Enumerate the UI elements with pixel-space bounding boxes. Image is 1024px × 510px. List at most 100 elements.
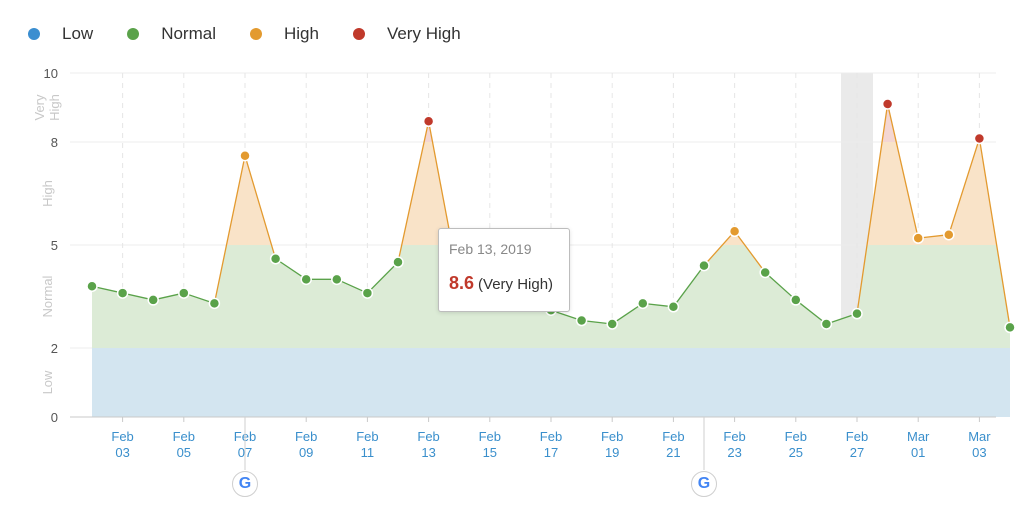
data-point xyxy=(1004,321,1016,334)
x-tick-label-day: 13 xyxy=(421,445,435,460)
data-point xyxy=(147,294,159,306)
x-tick-label-day: 15 xyxy=(483,445,497,460)
data-point xyxy=(698,259,710,272)
x-tick-label-month: Feb xyxy=(295,429,317,444)
legend-item-high[interactable]: High xyxy=(249,24,319,44)
data-point xyxy=(851,307,863,320)
series-line-segment xyxy=(764,271,797,301)
y-tick-label: 2 xyxy=(51,341,58,356)
data-point xyxy=(728,225,741,238)
x-tick-label-day: 27 xyxy=(850,445,864,460)
x-tick-label-day: 03 xyxy=(972,445,986,460)
series-line-segment xyxy=(734,230,766,273)
legend-item-very-high[interactable]: Very High xyxy=(352,24,461,44)
legend-label-low: Low xyxy=(62,24,94,43)
legend-dot-normal xyxy=(127,28,140,40)
data-point xyxy=(637,297,649,310)
band-label: Normal xyxy=(40,275,55,317)
data-point xyxy=(300,273,312,286)
tooltip-value: 8.6 xyxy=(449,273,475,293)
data-point xyxy=(575,314,588,327)
data-point xyxy=(881,98,894,110)
x-tick-label-month: Feb xyxy=(540,429,562,444)
data-point xyxy=(422,115,435,128)
area-band-low xyxy=(92,348,1010,417)
series-line-segment xyxy=(275,258,307,280)
data-point xyxy=(269,252,282,265)
legend-dot-high xyxy=(249,28,262,40)
data-point xyxy=(973,132,986,145)
legend-item-normal[interactable]: Normal xyxy=(127,24,216,44)
data-point xyxy=(790,294,802,306)
y-tick-label: 8 xyxy=(51,135,58,150)
y-tick-label: 5 xyxy=(51,238,58,253)
data-point xyxy=(86,280,98,292)
series-line-segment xyxy=(213,155,246,304)
band-label: Low xyxy=(40,370,55,394)
x-tick-label-month: Feb xyxy=(173,429,195,444)
x-tick-label-day: 21 xyxy=(666,445,680,460)
google-logo-icon: G xyxy=(238,475,252,492)
data-point xyxy=(820,318,833,330)
data-point xyxy=(331,273,343,286)
data-point xyxy=(392,256,404,268)
chart-tooltip: Feb 13, 2019 8.6 (Very High) xyxy=(438,228,570,312)
tooltip-date: Feb 13, 2019 xyxy=(449,241,532,257)
x-tick-label-month: Mar xyxy=(968,429,991,444)
data-point xyxy=(606,318,618,330)
series-line-segment xyxy=(795,299,827,325)
legend-label-very-high: Very High xyxy=(386,24,461,43)
data-point xyxy=(116,287,129,299)
x-tick-label-day: 03 xyxy=(115,445,129,460)
google-update-icon[interactable]: G xyxy=(232,471,258,497)
x-tick-label-month: Feb xyxy=(356,429,378,444)
series-line-segment xyxy=(611,302,644,325)
tooltip-value-line: 8.6 (Very High) xyxy=(449,273,553,294)
x-tick-label-day: 25 xyxy=(789,445,803,460)
band-label: VeryHigh xyxy=(32,94,62,121)
x-tick-label-month: Feb xyxy=(662,429,684,444)
data-point xyxy=(912,232,924,244)
x-tick-label-month: Feb xyxy=(479,429,501,444)
legend-dot-very-high xyxy=(352,28,365,40)
series-line-segment xyxy=(948,138,981,235)
series-line-segment xyxy=(978,138,1011,328)
y-tick-label: 0 xyxy=(51,410,58,425)
x-tick-label-day: 23 xyxy=(727,445,741,460)
x-tick-label-month: Mar xyxy=(907,429,930,444)
series-line-segment xyxy=(886,103,919,239)
x-tick-label-day: 17 xyxy=(544,445,558,460)
x-tick-label-day: 01 xyxy=(911,445,925,460)
data-point xyxy=(178,287,190,299)
data-point xyxy=(667,301,680,313)
series-line-segment xyxy=(244,155,277,259)
x-tick-label-day: 19 xyxy=(605,445,619,460)
legend-label-normal: Normal xyxy=(161,24,216,43)
x-tick-label-month: Feb xyxy=(785,429,807,444)
series-line-segment xyxy=(856,103,889,314)
x-tick-label-month: Feb xyxy=(846,429,868,444)
x-tick-label-month: Feb xyxy=(601,429,623,444)
legend-dot-low xyxy=(28,28,40,40)
google-update-icon[interactable]: G xyxy=(691,471,717,497)
x-tick-label-day: 09 xyxy=(299,445,313,460)
y-tick-label: 10 xyxy=(44,66,58,81)
x-tick-label-day: 05 xyxy=(177,445,191,460)
x-tick-label-month: Feb xyxy=(417,429,439,444)
data-point xyxy=(759,266,771,279)
band-label: High xyxy=(40,180,55,207)
data-point xyxy=(943,228,955,241)
series-line-segment xyxy=(672,265,705,308)
x-tick-label-day: 11 xyxy=(361,445,375,460)
chart-legend: Low Normal High Very High xyxy=(28,24,495,44)
data-point xyxy=(361,287,374,299)
data-point xyxy=(239,149,251,162)
google-logo-icon: G xyxy=(697,475,711,492)
series-line-segment xyxy=(397,121,430,263)
tooltip-category: (Very High) xyxy=(478,276,554,293)
x-tick-label-month: Feb xyxy=(111,429,133,444)
legend-item-low[interactable]: Low xyxy=(28,24,93,44)
series-line-segment xyxy=(703,230,736,267)
legend-label-high: High xyxy=(283,24,319,43)
series-line-segment xyxy=(366,261,399,294)
